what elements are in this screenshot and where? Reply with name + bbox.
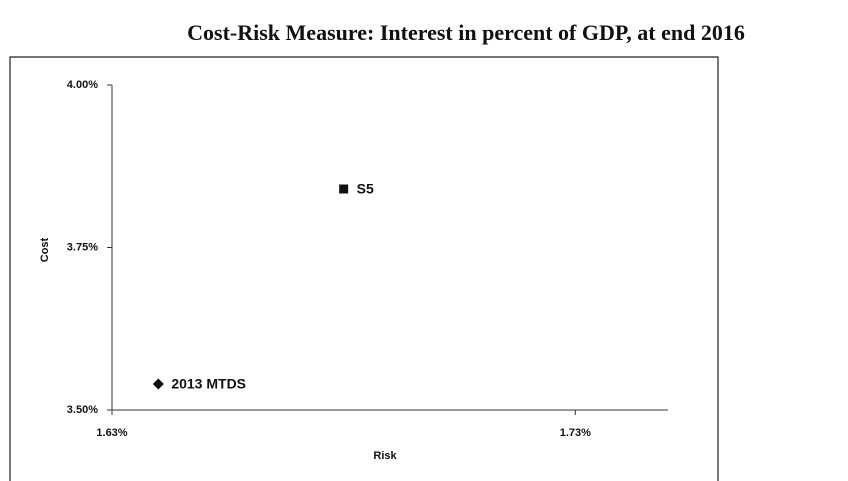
point: [152, 378, 164, 390]
y-axis-label: Cost: [39, 237, 51, 262]
y-tick-label: 4.00%: [67, 79, 98, 91]
chart-title: Cost-Risk Measure: Interest in percent o…: [187, 20, 745, 45]
chart-border: [9, 56, 719, 481]
x-tick-label: 1.73%: [560, 427, 591, 439]
y-tick-label: 3.75%: [67, 241, 98, 253]
x-axis-label: Risk: [373, 450, 397, 462]
point-label: 2013 MTDS: [171, 376, 246, 392]
y-tick-label: 3.50%: [67, 404, 98, 416]
x-tick-label: 1.63%: [96, 427, 127, 439]
point: [339, 184, 349, 194]
point-label: S5: [357, 181, 374, 197]
